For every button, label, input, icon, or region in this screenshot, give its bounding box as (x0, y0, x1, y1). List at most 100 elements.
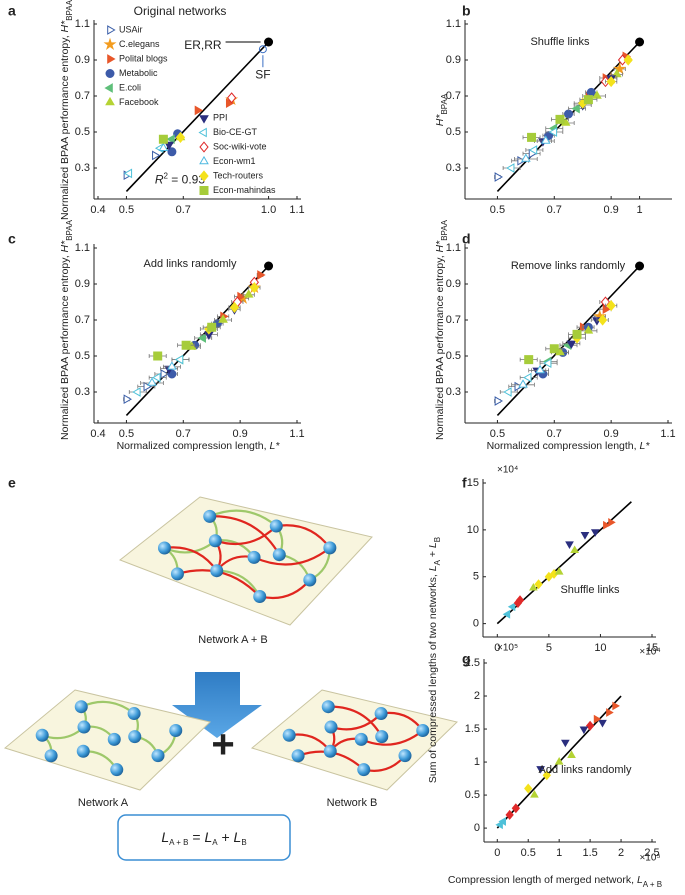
marker (123, 168, 133, 179)
network-node (44, 749, 58, 763)
marker (534, 579, 543, 590)
marker (153, 351, 163, 361)
marker (107, 54, 116, 64)
formula-part: A (212, 838, 218, 847)
marker (194, 105, 204, 116)
marker (199, 115, 209, 124)
marker (167, 147, 177, 157)
y-tick-label: 1.1 (446, 18, 461, 30)
network-node (203, 509, 217, 523)
marker (530, 790, 539, 798)
x-tick-label: 0.7 (176, 428, 191, 440)
marker (105, 69, 115, 78)
y-tick-label: 0.3 (75, 162, 90, 174)
marker (606, 76, 616, 88)
x-tick-label: 0.4 (90, 428, 105, 440)
network-node (253, 589, 267, 603)
marker (147, 377, 157, 386)
legend-label: C.elegans (119, 39, 160, 49)
y-axis-label-part: BPAA (440, 93, 449, 114)
y-tick-label: 0.5 (446, 126, 461, 138)
marker (603, 520, 611, 530)
marker (554, 567, 564, 575)
legend-label: Bio-CE-GT (213, 127, 258, 137)
x-tick-label: 0.5 (490, 204, 505, 216)
network-node (107, 732, 121, 746)
legend-label: Econ-wm1 (213, 156, 256, 166)
formula-part: + (218, 829, 234, 845)
y-tick-label: 2 (474, 690, 480, 702)
network-node (128, 730, 142, 744)
network-edge (215, 525, 278, 546)
y-axis-label-part: BPAA (65, 0, 74, 21)
marker (507, 602, 516, 612)
marker (166, 134, 175, 145)
network-edge (360, 729, 424, 746)
marker (580, 532, 590, 540)
x-tick-label: 0.9 (603, 428, 618, 440)
y-tick-label: 0 (473, 618, 479, 630)
y-axis-label: Normalized BPAA performance entropy, H*B… (59, 219, 74, 440)
marker (152, 372, 161, 383)
x-axis-label-part: Normalized compression length, (487, 440, 640, 452)
legend-label: E.coli (119, 82, 141, 92)
marker (565, 541, 574, 549)
panel-letter: e (8, 475, 16, 491)
network-node (247, 550, 261, 564)
formula: LA + B = LA + LB (161, 829, 246, 847)
y-tick-label: 0.3 (75, 386, 90, 398)
x-axis-label-part: Normalized compression length, (117, 440, 270, 452)
marker (164, 141, 174, 151)
marker (524, 783, 533, 794)
y-axis-label-part: Normalized BPAA performance entropy, (59, 32, 71, 220)
formula-part: = (188, 829, 204, 845)
chart-title: Original networks (134, 4, 227, 18)
marker (593, 714, 602, 724)
network-label: Network A (78, 797, 129, 809)
marker (503, 387, 512, 397)
marker (564, 109, 573, 119)
marker (199, 186, 209, 195)
x-tick-label: 1.1 (660, 428, 675, 440)
network-node (76, 744, 90, 758)
marker (181, 340, 191, 350)
r-squared-part: 2 (164, 171, 169, 180)
y-tick-label: 0.5 (75, 350, 90, 362)
marker (198, 127, 207, 138)
marker (237, 291, 246, 302)
reference-point (264, 261, 274, 271)
marker (197, 333, 206, 343)
y-tick-label: 0.3 (446, 162, 461, 174)
marker (107, 25, 116, 35)
marker (257, 270, 266, 280)
marker (498, 817, 506, 826)
x-axis-label: Compression length of merged network, LA… (448, 874, 662, 889)
network-node (357, 763, 371, 777)
y-axis-label: Sum of compressed lengths of two network… (427, 537, 442, 783)
reference-point (635, 261, 645, 271)
marker (540, 135, 551, 144)
y-axis-label-part: BPAA (440, 219, 449, 240)
x-tick-label: 0.9 (603, 204, 618, 216)
x-tick-label: 1 (556, 847, 562, 859)
y-tick-label: 0.9 (446, 54, 461, 66)
y-axis-label-part: Normalized BPAA performance entropy, (59, 252, 71, 440)
reference-point (635, 37, 645, 47)
marker (511, 803, 520, 814)
network-label: Network B (327, 797, 378, 809)
x-tick-label: 0.5 (119, 428, 134, 440)
network-node (127, 707, 141, 721)
formula-part: B (241, 838, 246, 847)
x-axis-label: Normalized compression length, L* (487, 440, 651, 452)
network-node (110, 763, 124, 777)
network-node (282, 728, 296, 742)
plus-sign: + (211, 723, 234, 767)
x-tick-label: 15 (646, 642, 658, 654)
y-axis-label: Normalized BPAA performance entropy, H*B… (59, 0, 74, 220)
legend-label: Soc-wiki-vote (213, 141, 267, 151)
marker (583, 325, 594, 334)
reference-point (264, 37, 274, 47)
chart-title: Add links randomly (539, 764, 632, 776)
marker (506, 163, 515, 173)
network (118, 496, 373, 626)
